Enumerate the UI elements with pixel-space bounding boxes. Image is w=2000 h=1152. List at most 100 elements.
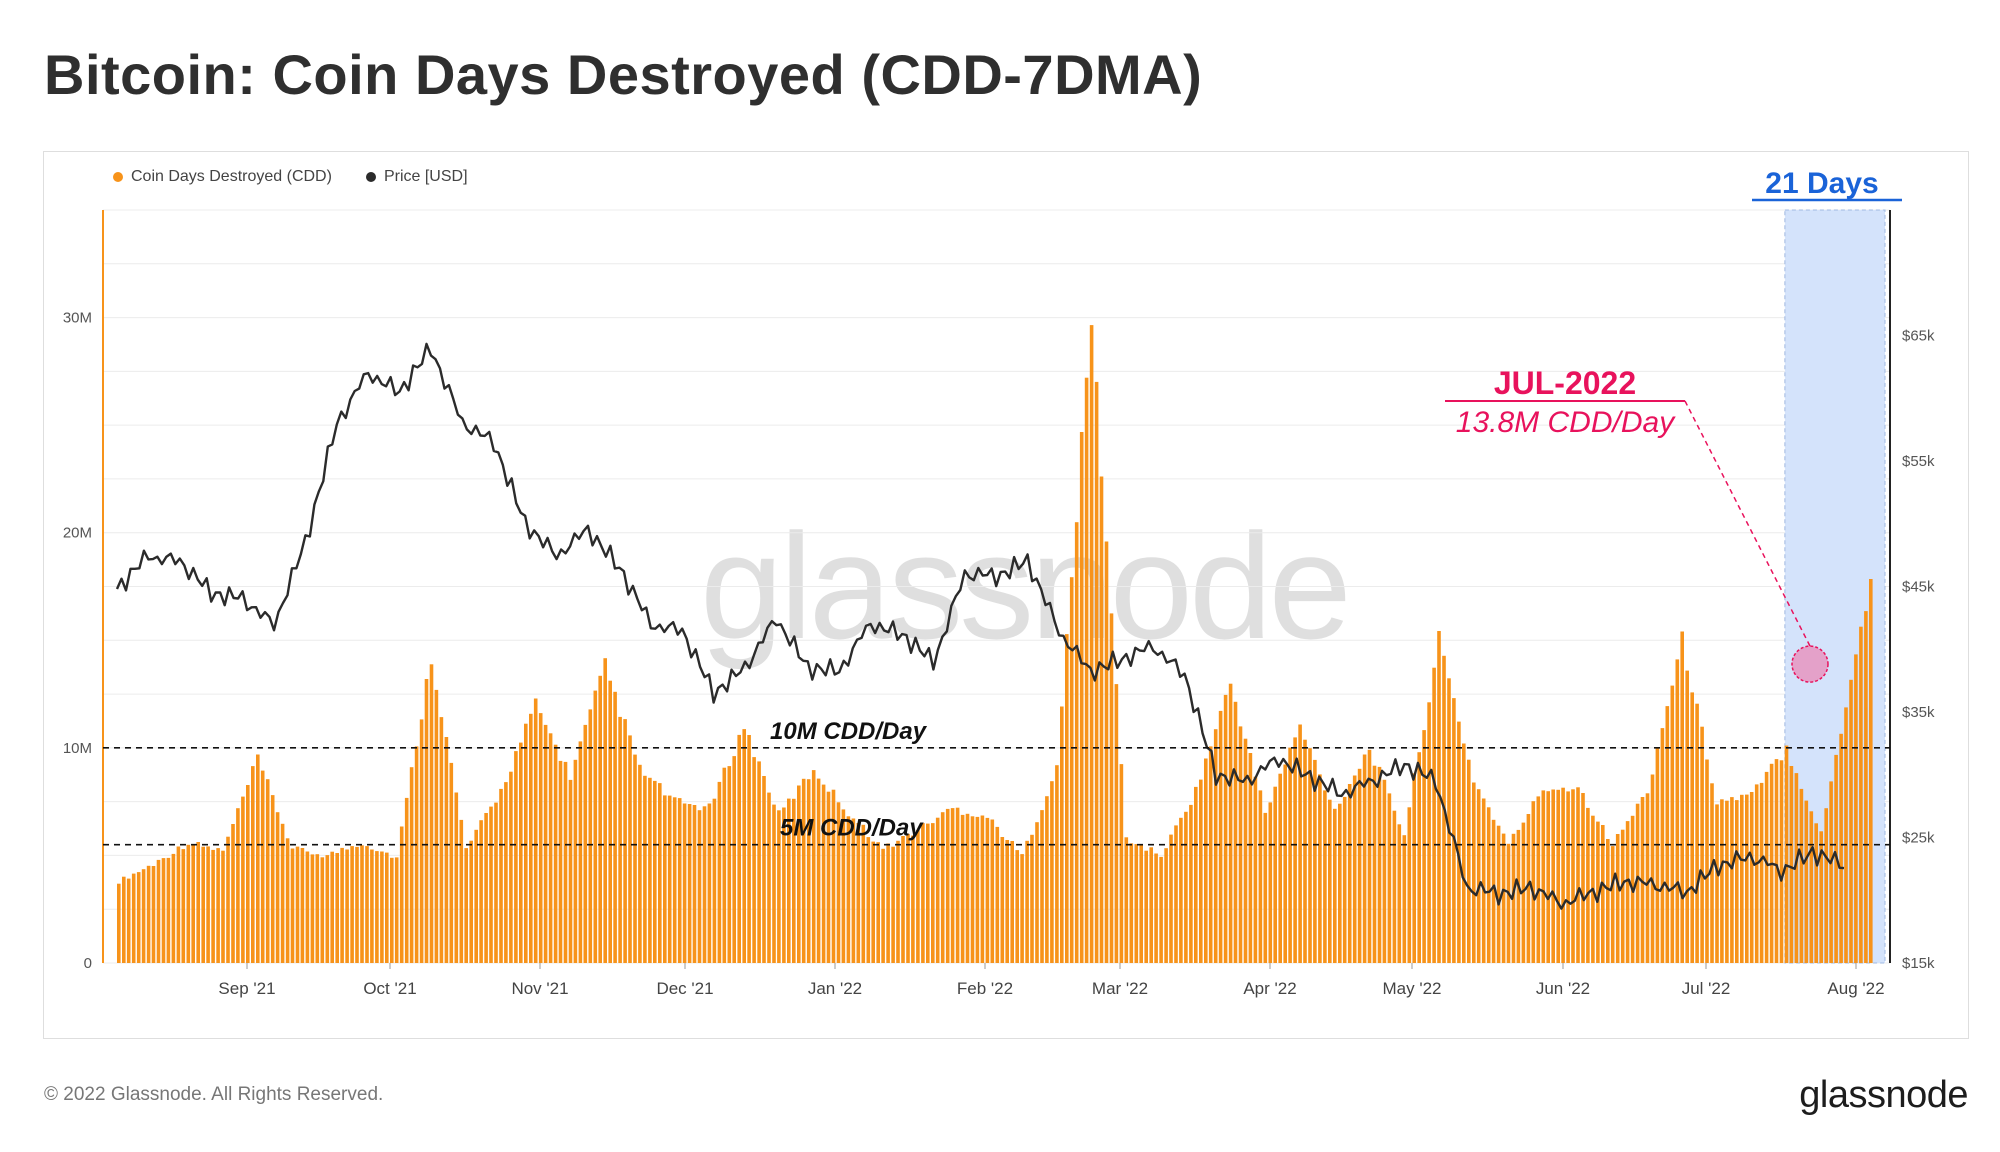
cdd-bar <box>618 716 622 963</box>
cdd-bar <box>166 857 171 963</box>
cdd-bar <box>747 735 751 963</box>
cdd-bar <box>161 858 166 963</box>
cdd-bar <box>1089 325 1094 964</box>
cdd-bar <box>861 824 866 963</box>
cdd-bar <box>1601 825 1605 963</box>
cdd-bar <box>578 741 583 963</box>
cdd-bar <box>1308 748 1312 963</box>
cdd-bar <box>265 779 270 963</box>
y-left-tick-label: 0 <box>84 955 92 972</box>
cdd-bar <box>538 713 543 963</box>
cdd-bar <box>1645 793 1650 963</box>
cdd-bar <box>1084 377 1089 963</box>
cdd-bar <box>667 795 672 963</box>
cdd-bar <box>1372 765 1377 963</box>
cdd-bar <box>1352 775 1357 963</box>
cdd-bar <box>1208 746 1213 963</box>
cdd-bar <box>1481 798 1486 963</box>
cdd-bar <box>1000 837 1005 963</box>
legend-item-price[interactable]: Price [USD] <box>365 168 468 186</box>
cdd-bar <box>459 819 464 963</box>
cdd-bar <box>285 838 290 963</box>
cdd-bar <box>1258 790 1263 963</box>
cdd-bar <box>563 761 568 963</box>
cdd-bar <box>1114 684 1119 963</box>
cdd-bar <box>469 840 473 963</box>
cdd-bar <box>1223 694 1228 963</box>
cdd-bar <box>439 717 444 963</box>
cdd-bar <box>1511 833 1516 963</box>
cdd-bar <box>1814 823 1818 963</box>
cdd-bar <box>325 855 330 963</box>
chart-title: Bitcoin: Coin Days Destroyed (CDD-7DMA) <box>44 43 1203 106</box>
cdd-bar <box>921 823 925 963</box>
cdd-bar <box>1536 796 1541 963</box>
cdd-bar <box>1417 752 1421 963</box>
cdd-bar <box>866 837 871 963</box>
legend-dot-cdd <box>113 172 123 182</box>
cdd-bar <box>1164 848 1168 963</box>
cdd-bar <box>310 854 315 963</box>
cdd-bar <box>1869 579 1873 963</box>
cdd-bar <box>960 814 965 963</box>
cdd-bar <box>1745 794 1749 963</box>
cdd-bar <box>1576 787 1580 963</box>
cdd-bar <box>514 751 518 963</box>
cdd-bar <box>1303 739 1307 963</box>
cdd-bar <box>256 754 260 963</box>
cdd-bar <box>816 778 821 963</box>
cdd-bar <box>226 836 230 963</box>
cdd-bar <box>886 843 890 963</box>
axis-ticks: 0 10M 20M 30M $15k $25k $35k $45k $55k $65k Sep '2… <box>63 310 1935 998</box>
cdd-bar <box>1829 781 1833 963</box>
cdd-bar <box>1119 764 1124 963</box>
cdd-bar <box>270 795 275 963</box>
annotation-marker <box>1791 645 1829 683</box>
cdd-bar <box>926 823 930 963</box>
cdd-bar <box>1486 807 1491 963</box>
cdd-bar <box>216 848 220 963</box>
cdd-bar <box>1561 787 1565 963</box>
cdd-bar <box>1045 796 1049 963</box>
reference-lines: 10M CDD/Day 5M CDD/Day <box>103 718 1890 846</box>
cdd-bar <box>484 813 488 963</box>
cdd-bar <box>141 869 146 963</box>
cdd-bar <box>1501 833 1506 963</box>
cdd-bar <box>1099 476 1104 963</box>
cdd-bar <box>1754 784 1759 963</box>
cdd-bar <box>419 719 424 963</box>
cdd-bar <box>1799 788 1804 963</box>
cdd-bar <box>643 775 647 963</box>
cdd-bar <box>1005 840 1009 963</box>
cdd-bar <box>985 817 990 963</box>
cdd-bar <box>1740 794 1744 963</box>
cdd-bar <box>1680 631 1684 963</box>
cdd-bar <box>355 846 359 963</box>
cdd-bar <box>1030 834 1034 963</box>
x-tick-label: Jun '22 <box>1536 979 1590 998</box>
cdd-bar <box>300 848 305 963</box>
cdd-bar <box>1139 844 1143 963</box>
cdd-bar <box>1422 730 1426 963</box>
cdd-bar <box>593 690 598 963</box>
y-right-tick-label: $45k <box>1902 579 1935 596</box>
cdd-bar <box>975 816 980 963</box>
annotation-title: JUL-2022 <box>1494 365 1636 401</box>
cdd-bar <box>1362 754 1367 963</box>
x-tick-label: Aug '22 <box>1827 979 1884 998</box>
legend-item-cdd[interactable]: Coin Days Destroyed (CDD) <box>113 168 332 186</box>
cdd-bar <box>196 842 200 963</box>
brand-logo: glassnode <box>1799 1074 1968 1116</box>
cdd-bar <box>350 846 354 963</box>
cdd-bar <box>1710 783 1714 963</box>
cdd-bar <box>687 804 692 963</box>
cdd-bar <box>712 798 717 963</box>
cdd-bar <box>1189 804 1193 963</box>
cdd-bar <box>1690 692 1694 963</box>
cdd-bar <box>707 803 712 963</box>
cdd-bar <box>911 835 915 963</box>
cdd-bar <box>1293 737 1297 963</box>
cdd-bar <box>1784 745 1789 963</box>
cdd-bar <box>1199 779 1203 963</box>
cdd-bar <box>588 709 593 963</box>
